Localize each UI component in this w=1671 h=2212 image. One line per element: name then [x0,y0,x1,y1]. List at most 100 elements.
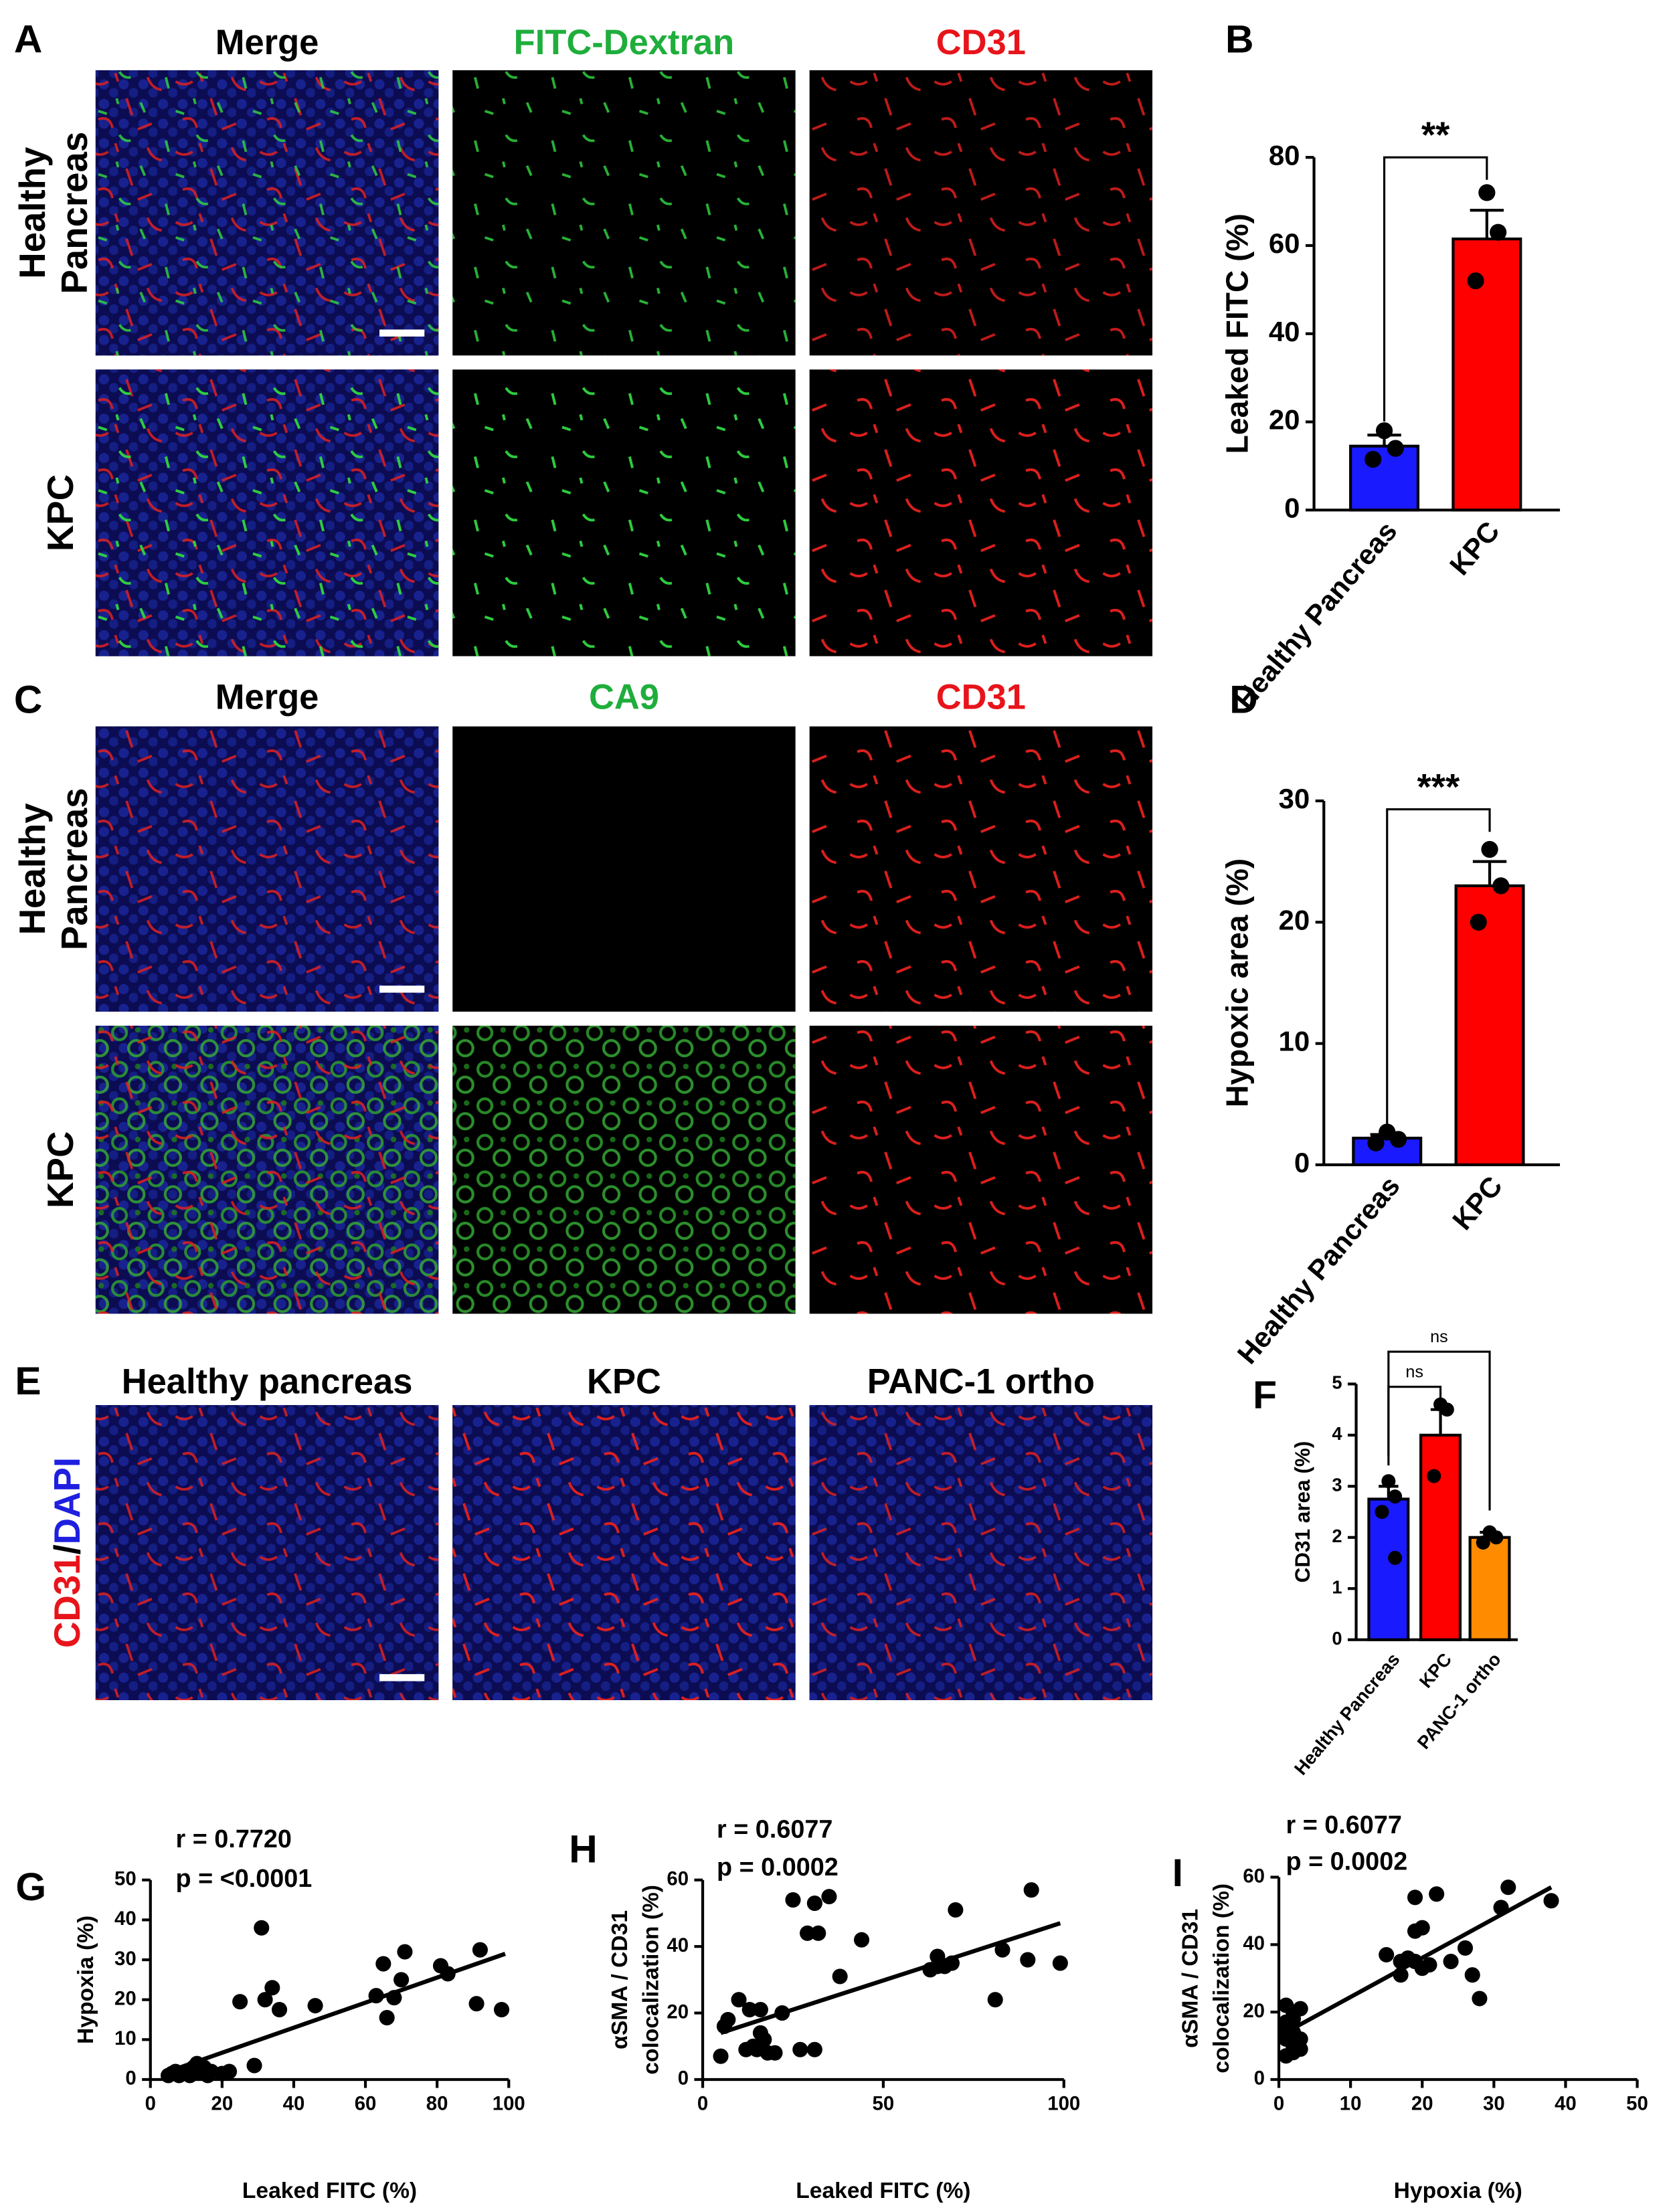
significance-bracket [1383,156,1488,422]
y-tick-label: 10 [1279,1026,1310,1057]
x-tick-label: KPC [1415,1649,1456,1691]
x-tick-label: 60 [355,2093,377,2115]
data-point [713,2048,729,2064]
y-tick-label: 0 [1284,492,1300,523]
y-tick-label: 30 [114,1948,137,1970]
micrograph-stain [452,369,796,656]
data-point [1375,422,1393,440]
y-axis-label: CD31 area (%) [1290,1441,1314,1583]
data-point [1489,1530,1504,1545]
data-point [1427,1469,1441,1483]
significance-label: *** [1417,767,1460,808]
panel-label: B [1225,18,1253,62]
column-heading: CD31 [936,23,1026,62]
micrograph-stain [809,726,1153,1012]
row-label-part: DAPI [47,1457,88,1544]
data-point [397,1944,413,1960]
data-point [246,2057,262,2073]
y-tick-label: 80 [1269,139,1300,171]
micrograph-stain [809,369,1153,656]
x-tick-label: 100 [493,2093,525,2115]
y-tick-label: 10 [114,2027,137,2049]
bar [1367,1497,1410,1641]
significance-bracket [1387,1350,1491,1511]
data-point [785,1892,801,1908]
panel-label: A [14,18,42,62]
panel-label: H [569,1827,597,1871]
micrograph-stain [452,70,796,356]
column-heading: Healthy pancreas [122,1362,413,1401]
annotation: p = 0.0002 [1286,1848,1408,1876]
y-tick-label: 20 [667,2001,689,2023]
y-axis-label: αSMA / CD31 [1178,1909,1203,2048]
data-point [1052,1955,1068,1971]
data-point [756,2031,772,2047]
micrograph-stain [95,70,439,356]
data-point [987,1992,1003,2008]
data-point [741,2002,758,2018]
data-point [1407,1890,1423,1906]
data-point [1439,1402,1454,1417]
bar [1452,237,1522,512]
x-tick-label: 50 [873,2093,895,2115]
significance-bracket [1386,808,1491,1138]
data-point [1490,223,1507,241]
row-label: Pancreas [54,788,95,950]
annotation: r = 0.6077 [717,1815,832,1843]
data-point [1464,1967,1480,1983]
row-label: Healthy [12,803,53,935]
data-point [1543,1893,1559,1909]
bar [1349,444,1420,512]
column-heading: PANC-1 ortho [867,1362,1095,1401]
data-point [1443,1954,1459,1970]
x-axis-label: Hypoxia (%) [1394,2179,1522,2203]
column-heading: CD31 [936,678,1026,717]
data-point [1414,1920,1430,1936]
row-label: CD31/DAPI [47,1457,88,1648]
x-tick-label: 40 [283,2093,305,2115]
data-point [1023,1882,1039,1898]
panel-label: C [14,678,42,722]
y-tick-label: 40 [1269,316,1300,347]
row-label: KPC [40,1131,81,1208]
y-tick-label: 0 [1254,2067,1265,2090]
y-tick-label: 2 [1332,1526,1342,1546]
data-point [1292,2001,1308,2017]
data-point [1478,184,1496,201]
data-point [1020,1952,1036,1968]
panel-label: D [1229,678,1257,722]
data-point [1292,2031,1308,2047]
fit-line [1285,1885,1553,2035]
data-point [792,2041,808,2057]
data-point [1389,1131,1407,1148]
micrograph-stain [95,369,439,656]
data-point [832,1968,848,1985]
data-point [232,1994,248,2010]
data-point [1379,1946,1395,1963]
micrograph-stain [809,1404,1153,1700]
y-tick-label: 4 [1332,1423,1342,1444]
data-point [1388,1550,1403,1565]
y-tick-label: 50 [114,1868,137,1890]
y-axis-label: Hypoxia (%) [74,1916,98,2044]
x-tick-label: 10 [1340,2093,1362,2115]
x-tick-label: 0 [1273,2093,1284,2115]
bar [1419,1433,1462,1641]
fit-line [720,1921,1061,2035]
column-heading: FITC-Dextran [514,23,735,62]
data-point [375,1956,391,1972]
data-point [254,1920,270,1936]
data-point [1492,877,1510,895]
significance-label: ns [1405,1362,1423,1381]
y-axis-label: colocalization (%) [1209,1883,1234,2073]
y-tick-label: 20 [1279,904,1310,935]
y-tick-label: 60 [667,1868,689,1890]
column-heading: KPC [587,1362,661,1401]
data-point [1429,1886,1445,1902]
annotation: r = 0.7720 [176,1825,292,1853]
x-tick-label: 80 [426,2093,448,2115]
column-heading: Merge [215,23,319,62]
micrograph-stain [452,1025,796,1314]
data-point [1381,1474,1396,1489]
row-label: KPC [40,474,81,551]
